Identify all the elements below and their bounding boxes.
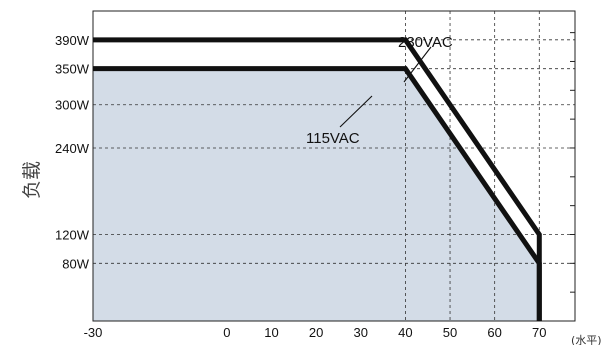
x-axis-unit-label: (水平) (571, 334, 602, 345)
y-tick-label-120W: 120W (55, 227, 90, 242)
right-axis-ticks (570, 32, 575, 293)
x-tick-label-10: 10 (264, 325, 278, 340)
safe-area-fill (93, 68, 540, 322)
x-tick-label-50: 50 (443, 325, 457, 340)
x-tick-label-0: 0 (223, 325, 230, 340)
label-115vac: 115VAC (306, 130, 360, 147)
x-tick-labels: -30 0 10 20 30 40 50 60 70 (84, 325, 547, 340)
y-tick-label-300W: 300W (55, 98, 90, 113)
series-label-115vac: 115VAC (306, 95, 373, 147)
series-line-115vac (93, 66, 542, 321)
x-tick-label--30: -30 (84, 325, 103, 340)
plot-frame (92, 10, 576, 322)
label-230vac: 230VAC (398, 34, 453, 51)
leader-line-115vac (339, 95, 373, 128)
safe-area-polygon (93, 68, 540, 322)
x-tick-label-30: 30 (354, 325, 368, 340)
y-tick-label-350W: 350W (55, 62, 90, 77)
y-axis-label: 负载 (21, 161, 43, 199)
series-label-230vac: 230VAC (398, 34, 453, 83)
series-lines (93, 37, 542, 321)
x-tick-label-20: 20 (309, 325, 323, 340)
x-tick-label-70: 70 (532, 325, 546, 340)
x-tick-label-60: 60 (487, 325, 501, 340)
y-tick-label-80W: 80W (62, 256, 89, 271)
y-tick-label-390W: 390W (55, 33, 90, 48)
y-tick-labels: 80W 120W 240W 300W 350W 390W (55, 33, 90, 271)
x-tick-label-40: 40 (398, 325, 412, 340)
leader-line-230vac (403, 46, 432, 83)
y-tick-label-240W: 240W (55, 141, 90, 156)
